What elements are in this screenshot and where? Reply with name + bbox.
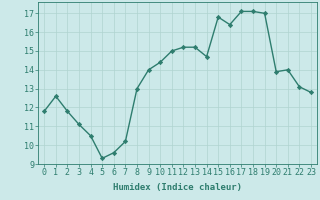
X-axis label: Humidex (Indice chaleur): Humidex (Indice chaleur) bbox=[113, 183, 242, 192]
